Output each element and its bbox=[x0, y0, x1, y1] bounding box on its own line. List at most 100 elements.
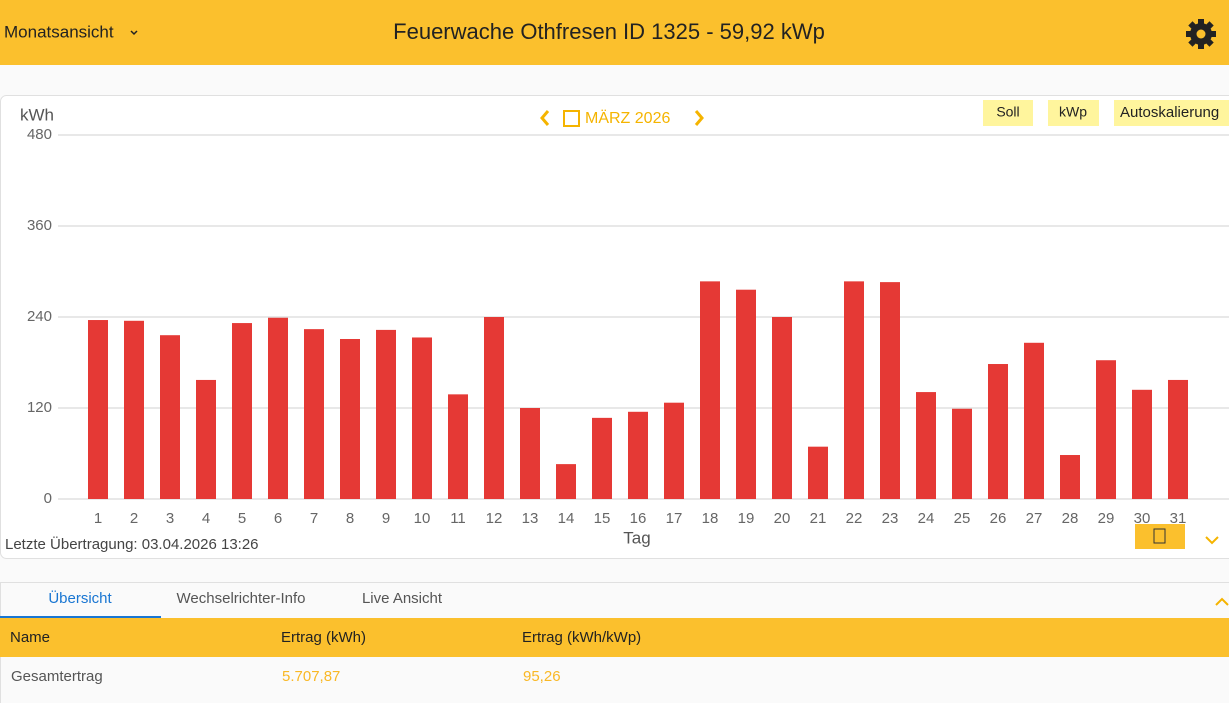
collapse-icon[interactable] bbox=[1215, 597, 1229, 606]
chart-card bbox=[0, 95, 1229, 559]
x-tick-label: 18 bbox=[702, 510, 719, 527]
bar bbox=[556, 464, 576, 499]
bar bbox=[808, 446, 828, 499]
bar bbox=[448, 394, 468, 499]
y-tick-label: 0 bbox=[44, 490, 52, 507]
status: Letzte Übertragung: 03.04.2026 13:26 bbox=[5, 535, 259, 553]
period: MÄRZ 2026 bbox=[585, 109, 670, 127]
column-header: Ertrag (kWh) bbox=[281, 629, 366, 646]
bar bbox=[844, 281, 864, 499]
x-tick-label: 8 bbox=[346, 510, 354, 527]
x-tick-label: 2 bbox=[130, 510, 138, 527]
bar bbox=[1168, 379, 1188, 499]
x-tick-label: 15 bbox=[594, 510, 611, 527]
x-tick-label: 29 bbox=[1098, 510, 1115, 527]
bar bbox=[376, 329, 396, 499]
y-tick-label: 360 bbox=[27, 217, 52, 234]
bar bbox=[1024, 342, 1044, 499]
bar bbox=[304, 329, 324, 499]
calendar-icon bbox=[563, 110, 580, 127]
column-header: Name bbox=[10, 629, 50, 646]
bar bbox=[952, 408, 972, 499]
y-axis-label: kWh bbox=[20, 105, 54, 124]
bar bbox=[700, 281, 720, 499]
x-tick-label: 22 bbox=[846, 510, 863, 527]
bar bbox=[772, 317, 792, 499]
x-tick-label: 12 bbox=[486, 510, 503, 527]
toolbar bbox=[0, 0, 1229, 65]
tab-indicator bbox=[0, 616, 161, 618]
table-cell: 95,26 bbox=[523, 668, 561, 685]
button[interactable] bbox=[1048, 100, 1099, 126]
button-label[interactable]: kWp bbox=[1059, 104, 1087, 120]
x-tick-label: 25 bbox=[954, 510, 971, 527]
table-header bbox=[0, 618, 1229, 657]
bar bbox=[196, 379, 216, 499]
bar bbox=[412, 337, 432, 499]
y-tick-label: 480 bbox=[27, 126, 52, 143]
table: Name Ertrag (kWh) Ertrag (kWh/kWp) Gesamter… bbox=[10, 629, 641, 685]
button[interactable] bbox=[983, 100, 1033, 126]
bar bbox=[88, 320, 108, 499]
tab[interactable]: Live Ansicht bbox=[362, 590, 443, 607]
bar bbox=[988, 364, 1008, 499]
pdf-icon bbox=[1153, 528, 1166, 544]
x-tick-label: 26 bbox=[990, 510, 1007, 527]
x-tick-label: 3 bbox=[166, 510, 174, 527]
bar bbox=[664, 402, 684, 499]
y-tick-label: 120 bbox=[27, 399, 52, 416]
button-label[interactable]: Soll bbox=[996, 104, 1019, 120]
bar bbox=[340, 338, 360, 499]
bar bbox=[232, 323, 252, 499]
x-tick-label: 31 bbox=[1170, 510, 1187, 527]
table-cell: Gesamtertrag bbox=[11, 668, 103, 685]
y-tick-label: 240 bbox=[27, 308, 52, 325]
x-tick-label: 16 bbox=[630, 510, 647, 527]
x-tick-label: 7 bbox=[310, 510, 318, 527]
x-tick-label: 21 bbox=[810, 510, 827, 527]
bar bbox=[592, 417, 612, 499]
x-tick-label: 14 bbox=[558, 510, 575, 527]
button[interactable] bbox=[1114, 100, 1229, 126]
x-tick-label: 28 bbox=[1062, 510, 1079, 527]
button-label[interactable]: Autoskalierung bbox=[1120, 104, 1219, 121]
x-tick-label: 19 bbox=[738, 510, 755, 527]
dropdown-icon bbox=[130, 30, 138, 36]
x-tick-label: 24 bbox=[918, 510, 935, 527]
bar bbox=[520, 408, 540, 499]
x-tick-label: 4 bbox=[202, 510, 210, 527]
prev-month[interactable] bbox=[540, 110, 550, 126]
x-tick-label: 27 bbox=[1026, 510, 1043, 527]
bar bbox=[628, 411, 648, 499]
settings-icon[interactable] bbox=[1186, 19, 1216, 49]
bar bbox=[160, 335, 180, 499]
tabs: Übersicht Wechselrichter-Info Live Ansicht bbox=[48, 589, 443, 607]
next-month[interactable] bbox=[694, 110, 704, 126]
x-tick-label: 9 bbox=[382, 510, 390, 527]
bar bbox=[484, 317, 504, 499]
bar bbox=[880, 282, 900, 499]
x-axis-label: Tag bbox=[623, 528, 650, 547]
expand-icon[interactable] bbox=[1205, 536, 1219, 545]
x-tick-label: 20 bbox=[774, 510, 791, 527]
tab[interactable]: Wechselrichter-Info bbox=[177, 590, 306, 607]
bar bbox=[1060, 455, 1080, 499]
x-tick-label: 1 bbox=[94, 510, 102, 527]
view-select[interactable]: Monatsansicht bbox=[4, 22, 114, 41]
bar bbox=[1096, 360, 1116, 499]
pdf-button[interactable] bbox=[1135, 524, 1185, 549]
x-tick-label: 6 bbox=[274, 510, 282, 527]
x-tick-label: 11 bbox=[450, 510, 466, 527]
bar bbox=[1132, 389, 1152, 499]
bar bbox=[124, 320, 144, 499]
bar bbox=[268, 317, 288, 499]
x-tick-label: 23 bbox=[882, 510, 899, 527]
column-header: Ertrag (kWh/kWp) bbox=[522, 629, 641, 646]
x-tick-label: 13 bbox=[522, 510, 539, 527]
bar bbox=[736, 289, 756, 499]
table-cell: 5.707,87 bbox=[282, 668, 340, 685]
bar bbox=[916, 392, 936, 499]
tab[interactable]: Übersicht bbox=[48, 589, 112, 607]
